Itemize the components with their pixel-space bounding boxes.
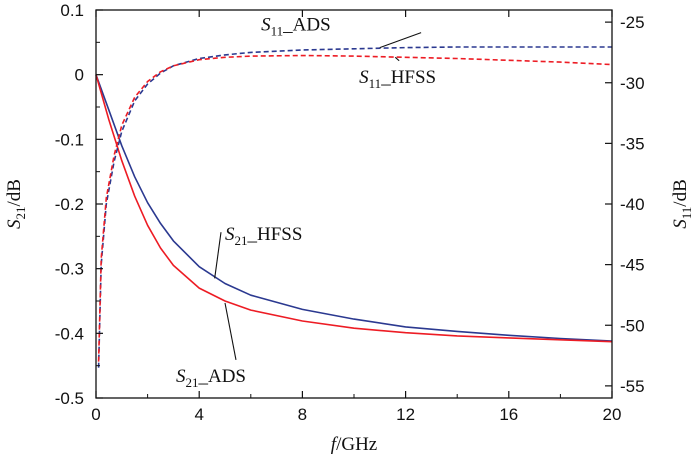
annotation-s21-hfss-label: S21_HFSS: [225, 224, 302, 248]
annotation-s11-ads-leader: [379, 32, 422, 49]
y-left-tick-label: 0: [75, 66, 84, 85]
x-tick-label: 4: [194, 405, 203, 424]
annotation-s21-hfss-leader: [214, 232, 222, 279]
y-left-tick-label: -0.3: [55, 260, 84, 279]
annotation-s11-hfss-label: S11_HFSS: [359, 67, 436, 91]
y-left-tick-label: -0.5: [55, 389, 84, 408]
annotations: S11_ADS S11_HFSS S21_HFSS S21_ADS: [176, 15, 436, 390]
y-right-tick-label: -50: [620, 316, 645, 335]
y-right-tick-label: -45: [620, 256, 645, 275]
y-right-tick-label: -35: [620, 134, 645, 153]
y-left-tick-label: -0.2: [55, 195, 84, 214]
annotation-s21-ads-leader: [224, 302, 237, 360]
y-right-axis-title: S11/dB: [670, 179, 694, 228]
series-line-s21-ads: [95, 74, 613, 343]
series-line-s11-hfss: [97, 54, 613, 362]
x-tick-label: 0: [91, 405, 100, 424]
x-tick-label: 20: [603, 405, 622, 424]
x-axis-title: f/GHz: [331, 434, 377, 455]
y-left-tick-label: -0.1: [55, 130, 84, 149]
y-left-tick-label: 0.1: [60, 1, 84, 20]
plot-frame: [95, 9, 613, 399]
y-right-tick-label: -55: [620, 377, 645, 396]
annotation-s21-ads-label: S21_ADS: [176, 366, 246, 390]
y-right-tick-label: -30: [620, 74, 645, 93]
y-left-tick-label: -0.4: [55, 324, 84, 343]
annotation-s11-hfss-leader: [394, 56, 400, 62]
y-right-tick-label: -25: [620, 13, 645, 32]
y-right-tick-label: -40: [620, 195, 645, 214]
series-line-s11-ads: [97, 46, 612, 368]
y-left-axis-title: S21/dB: [4, 179, 28, 229]
x-tick-label: 8: [298, 405, 307, 424]
plot-area: [95, 46, 613, 368]
x-tick-label: 16: [499, 405, 518, 424]
x-tick-label: 12: [396, 405, 415, 424]
axes: 0 4 8 12 16 20 0.1 0 -0.1 -0.2 -0.3 -0.4 -0.5 -25 -30 -…: [4, 1, 694, 455]
series-line-s21-hfss: [95, 74, 613, 342]
annotation-s11-ads-label: S11_ADS: [261, 15, 331, 39]
